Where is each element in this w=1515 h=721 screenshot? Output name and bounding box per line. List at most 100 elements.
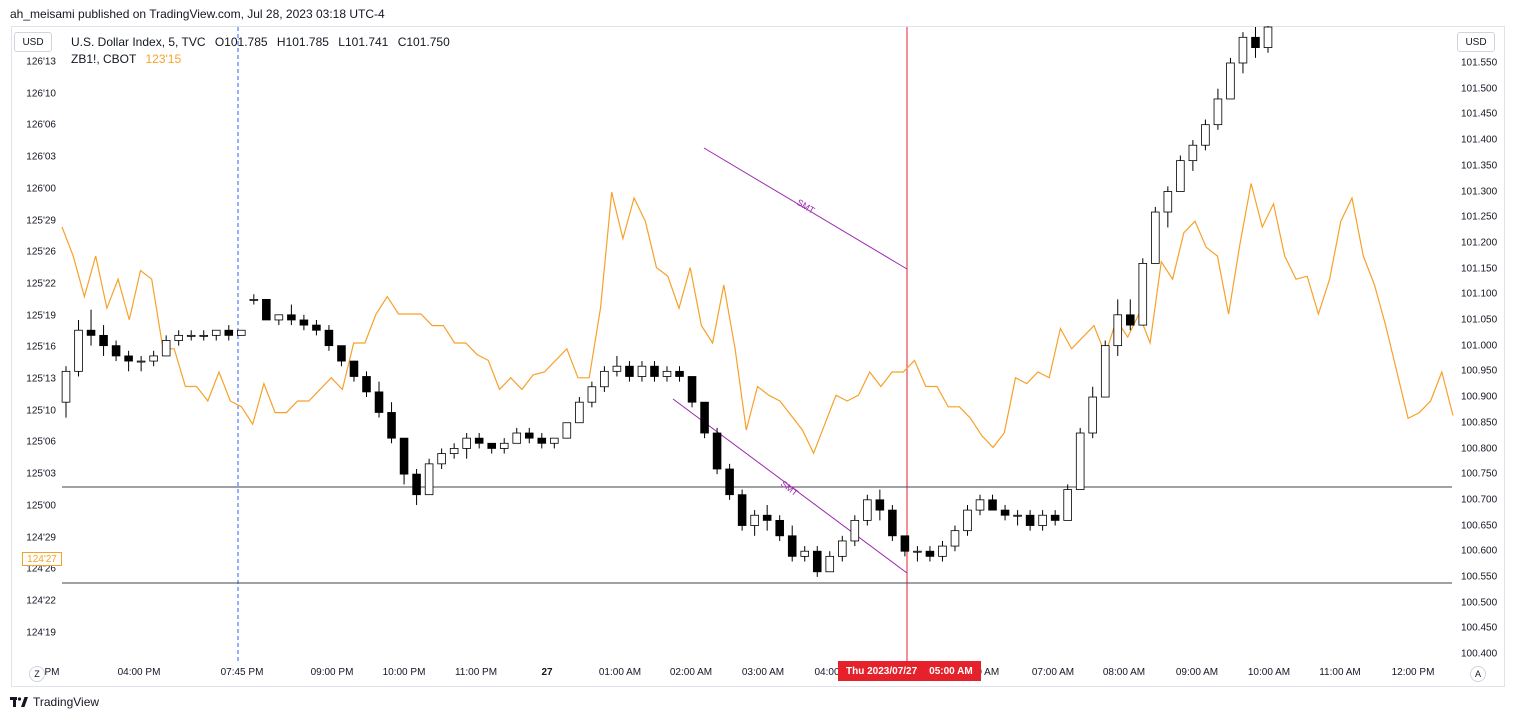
right-axis-tick: 101.100 xyxy=(1461,288,1498,300)
candle-body xyxy=(224,329,234,336)
chart-frame[interactable] xyxy=(11,26,1505,687)
time-axis-tick: 12:00 PM xyxy=(1391,667,1435,678)
tradingview-logo-icon xyxy=(10,697,28,707)
candle-body xyxy=(161,340,171,357)
candle-body xyxy=(412,473,421,496)
candle-body xyxy=(124,355,133,362)
time-axis-tick: 04:00 xyxy=(814,667,840,678)
left-price-axis[interactable]: 126'13 126'10 126'06 126'03 126'00 125'29 125'… xyxy=(14,26,60,666)
time-axis-tick: 10:00 AM xyxy=(1247,667,1291,678)
left-axis-tick: 125'19 xyxy=(26,310,56,322)
left-currency-button[interactable]: USD xyxy=(14,32,52,52)
right-axis-tick: 100.600 xyxy=(1461,545,1498,557)
candle-body xyxy=(950,530,960,547)
left-axis-tick: 125'22 xyxy=(26,278,56,290)
left-axis-tick: 126'00 xyxy=(26,183,56,195)
left-axis-tick: 126'10 xyxy=(26,88,56,100)
candle-body xyxy=(499,442,509,449)
candle-body xyxy=(149,355,158,362)
candle-body xyxy=(687,376,697,403)
candle-body xyxy=(812,550,822,573)
tradingview-logo[interactable]: TradingView xyxy=(10,695,99,709)
zb1-overlay-line xyxy=(61,183,1454,455)
time-axis-tick: 07:00 AM xyxy=(1031,667,1075,678)
candle-body xyxy=(875,499,885,511)
candle-body xyxy=(111,345,121,357)
brand-name: TradingView xyxy=(33,695,100,709)
candle-body xyxy=(550,437,559,444)
right-axis-tick: 100.500 xyxy=(1461,597,1498,609)
left-axis-tick: 125'06 xyxy=(26,436,56,448)
left-axis-tick: 125'00 xyxy=(26,500,56,512)
time-axis[interactable]: 00 PM 04:00 PM 07:45 PM 09:00 PM 10:00 PM 11:… xyxy=(31,664,1452,682)
left-axis-tick: 124'22 xyxy=(26,595,56,607)
right-axis-tick: 100.650 xyxy=(1461,520,1498,532)
candle-body xyxy=(61,370,71,403)
candle-body xyxy=(762,514,772,521)
right-axis-tick: 100.700 xyxy=(1461,494,1498,506)
time-axis-tick: 03:00 AM xyxy=(741,667,785,678)
candle-body xyxy=(700,401,709,434)
candle-body xyxy=(1038,514,1047,526)
chart-plot-area[interactable]: SMT SMT xyxy=(11,26,1505,687)
auto-scale-a-button[interactable]: A xyxy=(1470,666,1486,682)
smt-upper-trendline[interactable] xyxy=(703,147,908,270)
candle-body xyxy=(537,437,547,444)
legend-symbol2-price: 123'15 xyxy=(145,52,182,66)
candle-body xyxy=(800,550,810,557)
candle-body xyxy=(637,365,647,377)
candle-body xyxy=(312,324,321,331)
publisher-line: ah_meisami published on TradingView.com,… xyxy=(10,7,385,21)
candle-body xyxy=(562,422,572,439)
candle-body xyxy=(211,329,221,336)
time-axis-tick: 11:00 PM xyxy=(454,667,498,678)
candle-body xyxy=(1000,509,1010,516)
candle-body xyxy=(1213,98,1223,126)
candle-body xyxy=(487,442,496,449)
candle-body xyxy=(1100,345,1110,398)
candle-body xyxy=(399,437,409,475)
candle-body xyxy=(324,329,334,347)
left-axis-tick: 125'10 xyxy=(26,405,56,417)
candle-body xyxy=(136,360,146,363)
candle-body xyxy=(988,499,997,511)
legend-open: O101.785 xyxy=(214,35,268,49)
candle-body xyxy=(1163,191,1173,213)
candle-body xyxy=(1238,36,1248,64)
candle-body xyxy=(249,298,259,301)
auto-scale-z-button[interactable]: Z xyxy=(29,666,45,682)
candle-body xyxy=(287,314,296,321)
candle-body xyxy=(612,365,622,372)
candle-body xyxy=(74,329,83,372)
legend-symbol1[interactable]: U.S. Dollar Index, 5, TVC xyxy=(71,35,206,49)
left-axis-tick: 125'13 xyxy=(26,373,56,385)
right-currency-button[interactable]: USD xyxy=(1457,32,1495,52)
candle-body xyxy=(1226,62,1235,100)
right-price-axis[interactable]: 101.550 101.500 101.450 101.400 101.350 101.3… xyxy=(1452,26,1502,666)
candle-body xyxy=(600,370,609,388)
candle-body xyxy=(1188,144,1198,162)
candle-body xyxy=(662,370,672,377)
right-axis-tick: 101.250 xyxy=(1461,211,1498,223)
candle-body xyxy=(1050,514,1060,521)
candle-body xyxy=(1176,160,1185,192)
candle-body xyxy=(337,345,346,362)
legend-symbol2[interactable]: ZB1!, CBOT xyxy=(71,52,137,66)
candle-body xyxy=(625,365,634,377)
right-axis-tick: 101.150 xyxy=(1461,263,1498,275)
candle-body xyxy=(512,432,522,444)
smt-lower-trendline[interactable] xyxy=(672,398,908,574)
right-axis-tick: 100.950 xyxy=(1461,365,1498,377)
candle-body xyxy=(1263,26,1273,48)
candle-body xyxy=(474,437,484,444)
legend-high: H101.785 xyxy=(276,35,329,49)
time-axis-tick: 04:00 PM xyxy=(117,667,161,678)
candle-body xyxy=(1025,514,1035,526)
right-axis-tick: 101.000 xyxy=(1461,340,1498,352)
time-axis-tick: 11:00 AM xyxy=(1319,667,1361,678)
right-axis-tick: 100.450 xyxy=(1461,622,1498,634)
candle-body xyxy=(199,334,209,337)
candle-body xyxy=(850,519,860,542)
time-axis-tick: 07:45 PM xyxy=(220,667,264,678)
candle-body xyxy=(99,334,108,347)
